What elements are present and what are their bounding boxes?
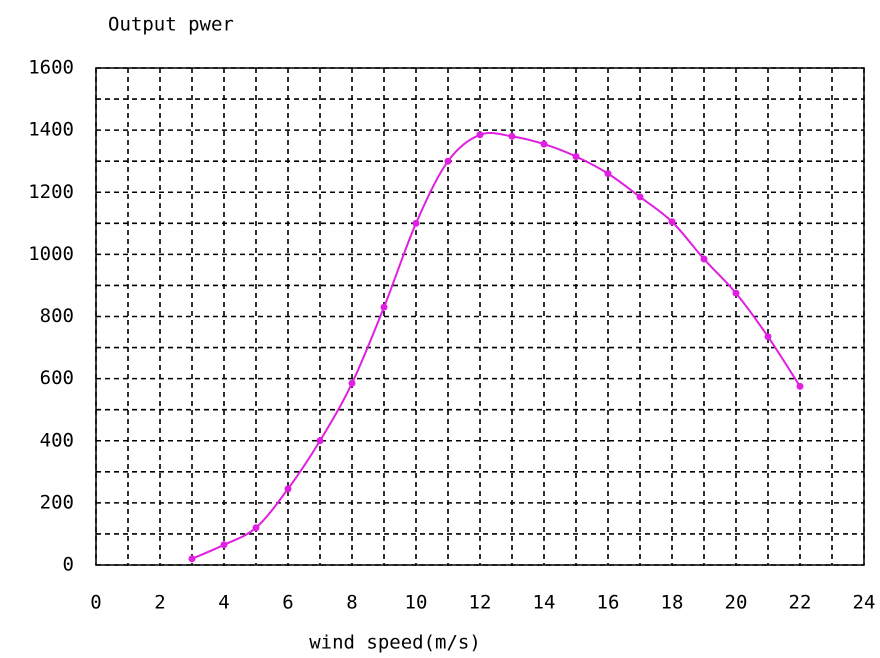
point [348,379,356,387]
point [764,333,772,341]
point [252,524,260,532]
point [732,289,740,297]
point [796,382,804,390]
point [572,153,580,161]
x-tick-label: 22 [789,592,812,614]
y-tick-label: 1000 [28,243,74,265]
point [540,140,548,148]
y-tick-label: 1200 [28,181,74,203]
x-tick-label: 20 [725,592,748,614]
y-tick-label: 200 [40,491,74,513]
line [191,132,801,560]
point [220,541,228,549]
x-tick-label: 6 [282,592,293,614]
x-tick-label: 12 [469,592,492,614]
x-tick-label: 24 [853,592,876,614]
point [444,157,452,165]
y-tick-label: 800 [40,305,74,327]
point [380,303,388,311]
point [476,131,484,139]
x-tick-label: 18 [661,592,684,614]
point [668,218,676,226]
y-tick-label: 1400 [28,119,74,141]
plot-frame [95,67,865,566]
point [412,219,420,227]
point [316,437,324,445]
point [700,255,708,263]
chart-title: Output pwer [108,14,234,36]
x-tick-label: 16 [597,592,620,614]
x-tick-label: 2 [154,592,165,614]
y-tick-label: 400 [40,429,74,451]
point [284,485,292,493]
x-tick-label: 4 [218,592,229,614]
x-tick-label: 8 [346,592,357,614]
point [188,555,196,563]
y-tick-label: 0 [63,554,74,576]
x-tick-label: 14 [533,592,556,614]
point [604,170,612,178]
x-tick-label: 10 [405,592,428,614]
point [636,193,644,201]
y-tick-label: 600 [40,367,74,389]
x-axis-label: wind speed(m/s) [309,632,481,654]
y-tick-label: 1600 [28,57,74,79]
point [508,132,516,140]
x-tick-label: 0 [90,592,101,614]
